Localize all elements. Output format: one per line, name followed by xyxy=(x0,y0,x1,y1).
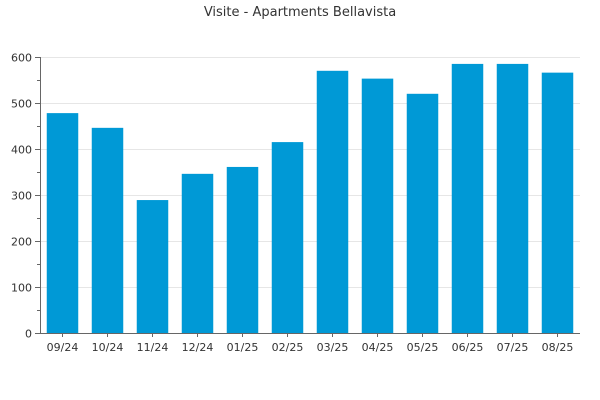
bar-03-25[interactable] xyxy=(316,70,349,334)
bar-02-25[interactable] xyxy=(271,142,304,333)
chart-title: Visite - Apartments Bellavista xyxy=(204,5,396,20)
bar-07-25[interactable] xyxy=(496,63,529,334)
x-tick-label: 12/24 xyxy=(182,341,214,354)
x-tick-label: 06/25 xyxy=(452,341,484,354)
x-tick-label: 04/25 xyxy=(362,341,394,354)
bar-05-25[interactable] xyxy=(406,93,439,333)
bar-04-25[interactable] xyxy=(361,78,394,334)
x-tick-label: 02/25 xyxy=(272,341,304,354)
bar-10-24[interactable] xyxy=(91,127,124,333)
x-tick-label: 09/24 xyxy=(47,341,79,354)
bars xyxy=(46,63,574,334)
y-tick-label: 300 xyxy=(11,190,32,203)
bar-08-25[interactable] xyxy=(541,72,574,333)
grid-lines xyxy=(40,57,580,288)
x-tick-label: 08/25 xyxy=(542,341,574,354)
y-tick-labels: 0 100 200 300 400 500 600 xyxy=(11,52,32,341)
bar-01-25[interactable] xyxy=(226,166,259,333)
y-tick-label: 600 xyxy=(11,52,32,65)
x-tick-labels: 09/24 10/24 11/24 12/24 01/25 02/25 03/25 04/25… xyxy=(47,341,574,354)
axes xyxy=(35,57,580,337)
y-tick-label: 100 xyxy=(11,282,32,295)
x-tick-label: 01/25 xyxy=(227,341,259,354)
y-tick-label: 500 xyxy=(11,98,32,111)
y-tick-label: 0 xyxy=(25,328,32,341)
y-tick-label: 400 xyxy=(11,144,32,157)
bar-11-24[interactable] xyxy=(136,200,169,333)
x-tick-label: 03/25 xyxy=(317,341,349,354)
bar-09-24[interactable] xyxy=(46,113,79,334)
bar-12-24[interactable] xyxy=(181,173,214,333)
x-tick-label: 07/25 xyxy=(497,341,529,354)
x-tick-label: 05/25 xyxy=(407,341,439,354)
x-tick-label: 10/24 xyxy=(92,341,124,354)
x-tick-label: 11/24 xyxy=(137,341,169,354)
bar-06-25[interactable] xyxy=(451,63,484,334)
y-tick-label: 200 xyxy=(11,236,32,249)
